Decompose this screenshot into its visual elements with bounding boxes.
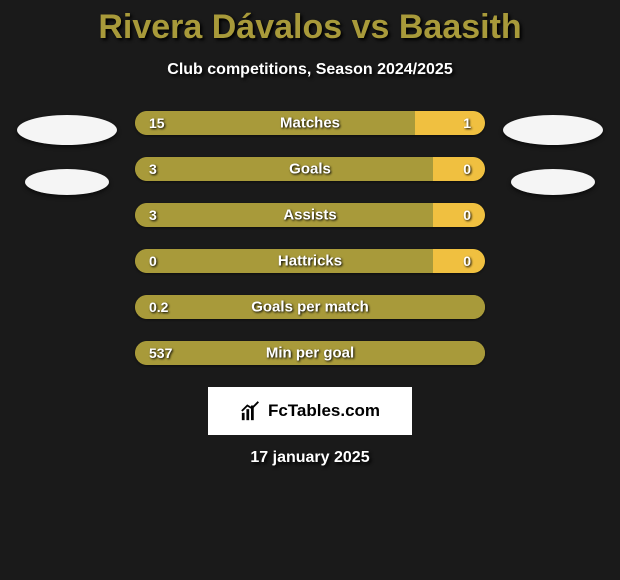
stat-bar-right: [433, 157, 486, 181]
chart-icon: [240, 400, 262, 422]
watermark: FcTables.com: [208, 387, 412, 435]
stat-value-right: 0: [463, 253, 471, 269]
stats-bars: 15 1 Matches 3 0 Goals 3 0 Assists 0 0 Hattricks 0.2…: [135, 111, 485, 365]
stat-bar-right: [433, 249, 486, 273]
stat-value-right: 0: [463, 161, 471, 177]
team-avatar-right: [511, 169, 595, 195]
date-label: 17 january 2025: [0, 449, 620, 467]
stat-row: 0.2 Goals per match: [135, 295, 485, 319]
stat-bar-left: [135, 157, 433, 181]
stat-row: 15 1 Matches: [135, 111, 485, 135]
stat-row: 0 0 Hattricks: [135, 249, 485, 273]
stat-value-right: 0: [463, 207, 471, 223]
stat-value-left: 0: [149, 253, 157, 269]
stat-row: 3 0 Goals: [135, 157, 485, 181]
stat-bar-left: [135, 111, 415, 135]
stat-value-left: 537: [149, 345, 172, 361]
stat-value-right: 1: [463, 115, 471, 131]
stat-label: Goals per match: [251, 299, 369, 316]
page-subtitle: Club competitions, Season 2024/2025: [0, 61, 620, 79]
stat-value-left: 15: [149, 115, 165, 131]
player-avatar-right: [503, 115, 603, 145]
stat-label: Min per goal: [266, 345, 354, 362]
page-title: Rivera Dávalos vs Baasith: [0, 0, 620, 47]
stat-bar-right: [415, 111, 485, 135]
watermark-text: FcTables.com: [268, 401, 380, 421]
player-avatar-left: [17, 115, 117, 145]
right-avatar-column: [503, 111, 603, 195]
left-avatar-column: [17, 111, 117, 195]
stat-label: Assists: [283, 207, 336, 224]
stat-label: Matches: [280, 115, 340, 132]
stat-value-left: 3: [149, 207, 157, 223]
stat-label: Goals: [289, 161, 331, 178]
stat-value-left: 0.2: [149, 299, 168, 315]
comparison-infographic: Rivera Dávalos vs Baasith Club competiti…: [0, 0, 620, 580]
stat-value-left: 3: [149, 161, 157, 177]
content-area: 15 1 Matches 3 0 Goals 3 0 Assists 0 0 Hattricks 0.2…: [0, 111, 620, 365]
team-avatar-left: [25, 169, 109, 195]
stat-row: 3 0 Assists: [135, 203, 485, 227]
stat-bar-right: [433, 203, 486, 227]
stat-label: Hattricks: [278, 253, 342, 270]
stat-row: 537 Min per goal: [135, 341, 485, 365]
